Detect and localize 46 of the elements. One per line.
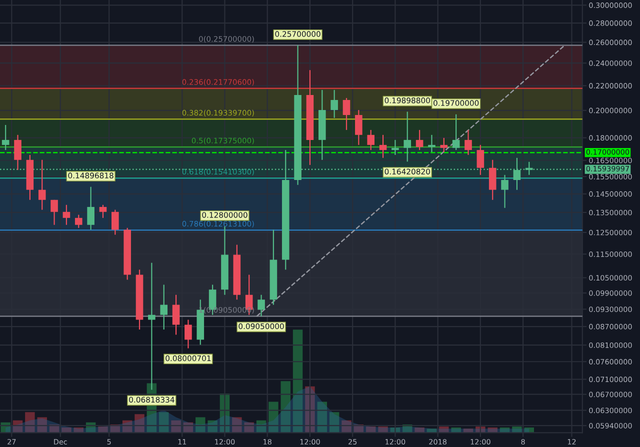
- candlestick: [112, 209, 119, 236]
- candlestick: [14, 134, 22, 171]
- bar: [280, 381, 290, 433]
- candlestick: [379, 134, 387, 158]
- candlestick: [452, 114, 460, 151]
- bar: [98, 426, 108, 433]
- bar: [451, 428, 461, 433]
- bar: [512, 426, 522, 433]
- bar: [292, 330, 303, 433]
- candlestick: [476, 144, 484, 176]
- candlestick: [367, 129, 374, 151]
- bar: [134, 414, 144, 433]
- candlestick: [501, 174, 508, 208]
- candlestick: [355, 109, 362, 146]
- candlestick: [38, 159, 46, 210]
- bar: [329, 412, 340, 433]
- bar: [62, 428, 72, 433]
- bar: [232, 417, 242, 433]
- bar: [378, 426, 388, 433]
- candlestick: [50, 199, 58, 226]
- candlestick: [416, 129, 424, 151]
- candlestick: [184, 319, 192, 349]
- candlestick: [87, 186, 94, 230]
- candlestick: [2, 124, 10, 151]
- bar: [439, 426, 449, 433]
- bar: [25, 412, 35, 433]
- bar: [414, 428, 424, 433]
- candlestick: [99, 204, 107, 218]
- candlestick: [440, 137, 448, 153]
- candlestick: [160, 284, 168, 330]
- bar: [37, 417, 47, 433]
- bar: [196, 417, 206, 433]
- candlestick: [330, 89, 338, 118]
- bar: [268, 402, 278, 433]
- candlestick: [62, 204, 70, 226]
- candlestick: [392, 139, 399, 156]
- candlestick: [404, 111, 412, 162]
- candlestick: [74, 214, 82, 228]
- candlestick: [342, 97, 350, 131]
- candlestick: [488, 159, 496, 200]
- bar: [158, 412, 169, 433]
- candlestick: [258, 294, 265, 317]
- candlestick: [172, 294, 180, 336]
- candlestick: [464, 129, 472, 156]
- bar: [488, 428, 498, 433]
- candlestick: [428, 134, 436, 153]
